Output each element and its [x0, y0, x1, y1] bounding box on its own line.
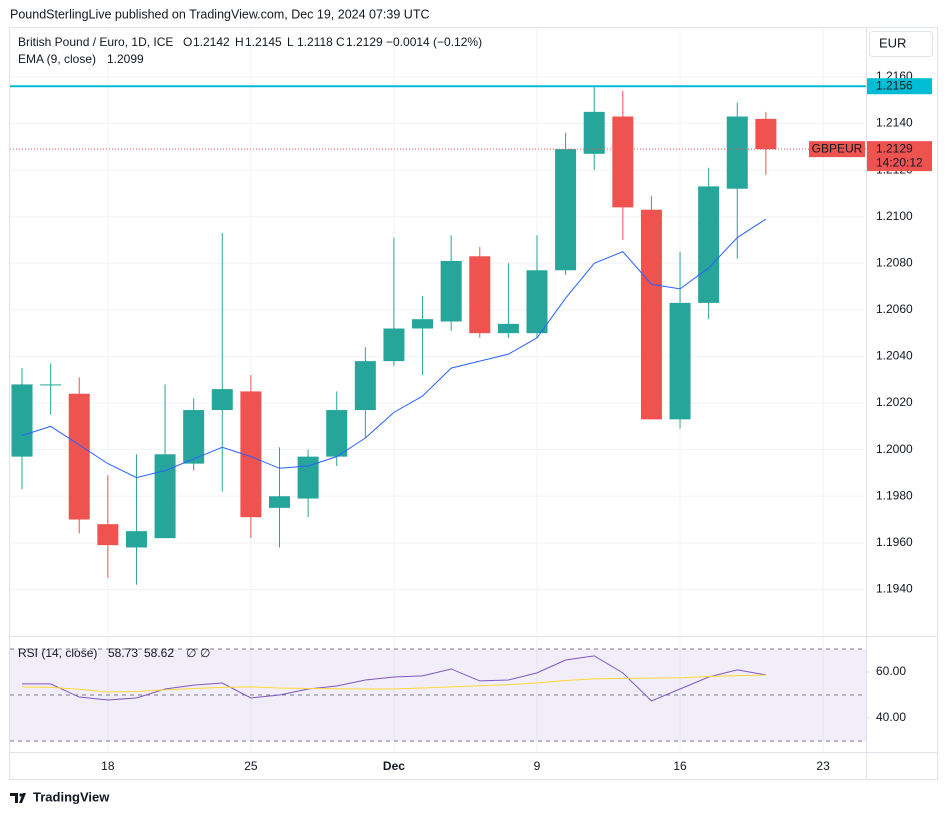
- legend-ohlc-letter: C: [336, 35, 345, 49]
- last-price-box: [867, 141, 932, 172]
- x-tick-label: 9: [534, 759, 541, 773]
- y-tick-label: 1.2100: [876, 209, 913, 223]
- candle-body: [68, 393, 90, 520]
- candle-body: [183, 410, 205, 464]
- header: PoundSterlingLive published on TradingVi…: [10, 7, 429, 21]
- y-tick-label: 1.2040: [876, 349, 913, 363]
- legend-ohlc-letter: L: [287, 35, 294, 49]
- x-tick-label: 18: [101, 759, 115, 773]
- candle-body: [354, 361, 376, 411]
- candle-body: [640, 209, 662, 420]
- legend-change: −0.0014 (−0.12%): [386, 35, 482, 49]
- candle-body: [154, 454, 176, 539]
- currency[interactable]: EUR: [879, 35, 906, 50]
- currency-box[interactable]: [869, 31, 933, 57]
- candle-body: [383, 328, 405, 362]
- candle-body: [326, 410, 348, 457]
- legend-rsi-value: 58.62: [144, 646, 174, 660]
- y-tick-label: 1.2000: [876, 442, 913, 456]
- candle-body: [440, 260, 462, 322]
- candle-body: [669, 302, 691, 420]
- candle-body: [11, 384, 33, 457]
- candle-body: [612, 116, 634, 208]
- legend-ohlc-value: 1.2142: [193, 35, 230, 49]
- candle-body: [726, 116, 748, 189]
- frame: [9, 27, 938, 780]
- countdown-label: 14:20:12: [876, 155, 923, 169]
- candle-body: [269, 496, 291, 508]
- content: [10, 85, 866, 702]
- legend-ohlc-value: 1.2129: [346, 35, 383, 49]
- logo-icon: [10, 793, 26, 803]
- symbol-box: [809, 141, 865, 158]
- legend-ohlc-letter: H: [235, 35, 244, 49]
- last-price-label: 1.2129: [876, 141, 913, 155]
- x-tick-label: Dec: [383, 759, 405, 773]
- candle-body: [526, 270, 548, 334]
- legend-rsi-name: RSI (14, close): [18, 646, 97, 660]
- hline-label: 1.2156: [876, 78, 913, 92]
- y-tick-label: 60.00: [876, 664, 906, 678]
- y-tick-label: 1.1960: [876, 535, 913, 549]
- ema-line: [21, 218, 767, 479]
- candle-body: [240, 391, 262, 518]
- y-tick-label: 1.2020: [876, 395, 913, 409]
- x-tick-label: 16: [673, 759, 687, 773]
- candle-body: [211, 389, 233, 411]
- hline-label-box: [867, 78, 932, 95]
- footer: TradingView: [33, 789, 110, 804]
- logo-dot: [19, 793, 23, 797]
- y-tick-label: 1.2080: [876, 255, 913, 269]
- candle-body: [497, 323, 519, 334]
- legend-ohlc-value: 1.2145: [245, 35, 282, 49]
- x-tick-label: 23: [816, 759, 830, 773]
- rsi-line: [22, 655, 766, 702]
- legend-rsi-extra: ∅: [200, 646, 210, 660]
- candle-body: [469, 256, 491, 334]
- candle-body: [125, 531, 147, 548]
- x-tick-label: 25: [244, 759, 258, 773]
- y-tick-label: 1.2140: [876, 116, 913, 130]
- candle-body: [412, 319, 434, 329]
- y-tick-label: 1.2060: [876, 302, 913, 316]
- y-tick-label: 40.00: [876, 710, 906, 724]
- candle-body: [297, 456, 319, 499]
- logo: [10, 793, 26, 803]
- legend-ema-value: 1.2099: [107, 52, 144, 66]
- candle-body: [698, 186, 720, 303]
- candle-body: [755, 118, 777, 150]
- legend-ohlc-letter: O: [183, 35, 192, 49]
- symbol-label: GBPEUR: [812, 141, 863, 155]
- candle-body: [97, 524, 119, 546]
- candle-body: [40, 384, 62, 386]
- candle-body: [555, 149, 577, 271]
- legend-title: British Pound / Euro, 1D, ICE: [18, 35, 173, 49]
- legend-ohlc-value: 1.2118: [297, 35, 333, 49]
- legend-rsi-extra: ∅: [186, 646, 196, 660]
- y-tick-label: 1.1940: [876, 582, 913, 596]
- rsi-line: [22, 674, 766, 693]
- candle-body: [583, 111, 605, 154]
- y-tick-label: 1.1980: [876, 488, 913, 502]
- legend-ema-name: EMA (9, close): [18, 52, 96, 66]
- legend-rsi-value: 58.73: [108, 646, 138, 660]
